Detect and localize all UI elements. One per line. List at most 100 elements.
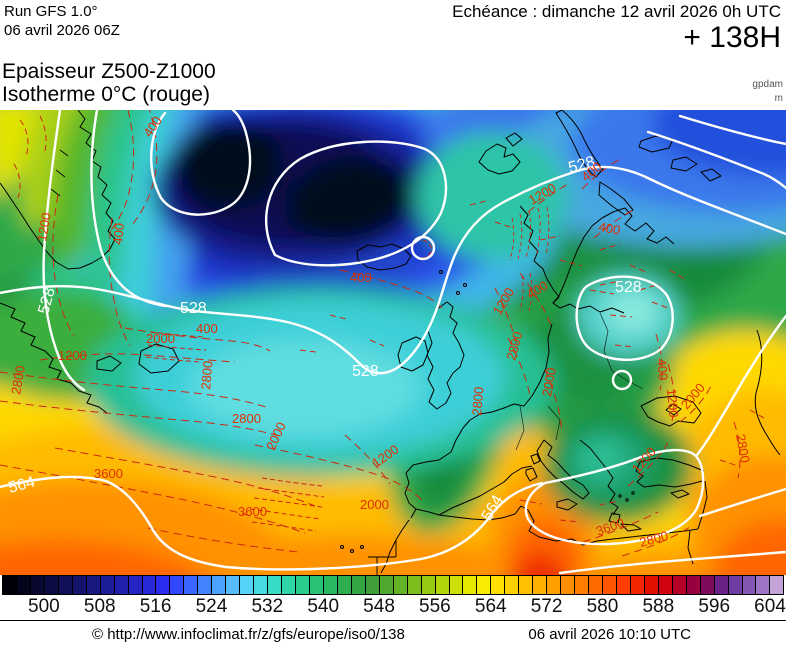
colorbar-cell [756, 576, 771, 594]
colorbar [2, 575, 784, 595]
colorbar-tick: 540 [307, 596, 340, 617]
colorbar-cell [561, 576, 576, 594]
colorbar-cell [589, 576, 603, 594]
colorbar-cell [449, 576, 464, 594]
colorbar-cell [282, 576, 297, 594]
colorbar-cell [742, 576, 757, 594]
colorbar-cell [491, 576, 506, 594]
colorbar-cell [686, 576, 701, 594]
colorbar-cell [86, 576, 101, 594]
contour-label-white: 528 [352, 363, 379, 380]
colorbar-cell [16, 576, 31, 594]
colorbar-cell [184, 576, 199, 594]
colorbar-cell [421, 576, 436, 594]
map-title: Epaisseur Z500-Z1000 Isotherme 0°C (roug… [2, 60, 216, 106]
colorbar-tick: 580 [586, 596, 619, 617]
contour-label-white: 528 [35, 286, 58, 316]
map-title-line1: Epaisseur Z500-Z1000 [2, 60, 216, 83]
contour-label-red: 400 [350, 270, 372, 285]
contour-label-red: 2800 [503, 330, 525, 362]
contour-label-red: 1200 [664, 388, 681, 418]
colorbar-cell [170, 576, 185, 594]
map-canvas: 528 528 528 528 528 564 564 400 1200 400… [0, 110, 786, 575]
colorbar-cell [100, 576, 115, 594]
colorbar-tick: 548 [363, 596, 395, 617]
colorbar-cell [142, 576, 157, 594]
colorbar-tick: 604 [754, 596, 786, 617]
echeance-label: Echéance : dimanche 12 avril 2026 0h UTC [452, 2, 781, 21]
colorbar-tick: 508 [83, 596, 116, 617]
thickness-map: 528 528 528 528 528 564 564 400 1200 400… [0, 110, 786, 575]
copyright-url: © http://www.infoclimat.fr/z/gfs/europe/… [92, 626, 405, 643]
contour-label-red: 2800 [198, 360, 215, 390]
run-model: Run GFS 1.0° [4, 3, 98, 20]
colorbar-cell [616, 576, 631, 594]
colorbar-cell [407, 576, 422, 594]
contour-label-white: 528 [567, 154, 597, 177]
colorbar-cell [477, 576, 492, 594]
colorbar-cell [365, 576, 380, 594]
colorbar-cell [268, 576, 283, 594]
run-date: 06 avril 2026 06Z [4, 22, 120, 39]
map-units: gpdam m [752, 78, 783, 106]
contour-label-red: 2800 [8, 364, 28, 395]
colorbar-tick: 516 [139, 596, 172, 617]
colorbar-cell [575, 576, 590, 594]
unit-m: m [774, 93, 783, 104]
footer-bar: © http://www.infoclimat.fr/z/gfs/europe/… [0, 620, 786, 648]
thickness-contours-layer [0, 110, 786, 575]
contour-label-red: 3600 [94, 466, 123, 481]
contour-label-red: 1200 [58, 348, 87, 363]
colorbar-tick: 588 [642, 596, 675, 617]
contour-label-red: 2800 [638, 528, 670, 550]
lead-time: + 138H [683, 21, 781, 54]
colorbar-cell [505, 576, 520, 594]
colorbar-cell [309, 576, 324, 594]
colorbar-cell [198, 576, 213, 594]
colorbar-cell [658, 576, 673, 594]
contour-label-red: 2800 [733, 433, 753, 464]
colorbar-cell [114, 576, 129, 594]
colorbar-cell [463, 576, 478, 594]
contour-label-red: 1200 [34, 211, 54, 242]
colorbar-cell [700, 576, 715, 594]
contour-label-white: 528 [615, 279, 642, 296]
colorbar-cell [672, 576, 687, 594]
color-field-layer [0, 110, 786, 575]
colorbar-tick: 564 [474, 596, 507, 617]
contour-label-red: 400 [110, 222, 127, 245]
colorbar-tick: 556 [419, 596, 451, 617]
colorbar-cell [72, 576, 87, 594]
unit-gpdam: gpdam [752, 79, 783, 90]
contour-label-red: 400 [597, 219, 621, 238]
colorbar-tick: 596 [698, 596, 731, 617]
contour-label-red: 2000 [146, 331, 175, 346]
colorbar-cell [226, 576, 241, 594]
colorbar-cell [323, 576, 338, 594]
contour-label-red: 400 [654, 358, 671, 381]
colorbar-cell [644, 576, 659, 594]
colorbar-tick: 532 [251, 596, 284, 617]
contour-label-white: 528 [180, 300, 207, 317]
colorbar-cell [30, 576, 45, 594]
contour-label-white: 564 [7, 474, 37, 497]
colorbar-cell [44, 576, 59, 594]
contour-label-red: 3600 [238, 504, 267, 519]
colorbar-cell [128, 576, 143, 594]
contour-label-red: 2800 [232, 411, 261, 426]
colorbar-cell [519, 576, 534, 594]
contour-label-red: 400 [196, 321, 218, 336]
colorbar-cell [630, 576, 645, 594]
colorbar-tick: 500 [28, 596, 60, 617]
generated-datetime: 06 avril 2026 10:10 UTC [528, 626, 691, 643]
colorbar-cell [351, 576, 366, 594]
run-info: Run GFS 1.0° 06 avril 2026 06Z [4, 2, 120, 40]
colorbar-cell [240, 576, 255, 594]
colorbar-tick: 524 [195, 596, 228, 617]
colorbar-cell [212, 576, 227, 594]
colorbar-cell [254, 576, 269, 594]
colorbar-cell [156, 576, 171, 594]
colorbar-cell [58, 576, 73, 594]
map-title-line2: Isotherme 0°C (rouge) [2, 83, 210, 106]
